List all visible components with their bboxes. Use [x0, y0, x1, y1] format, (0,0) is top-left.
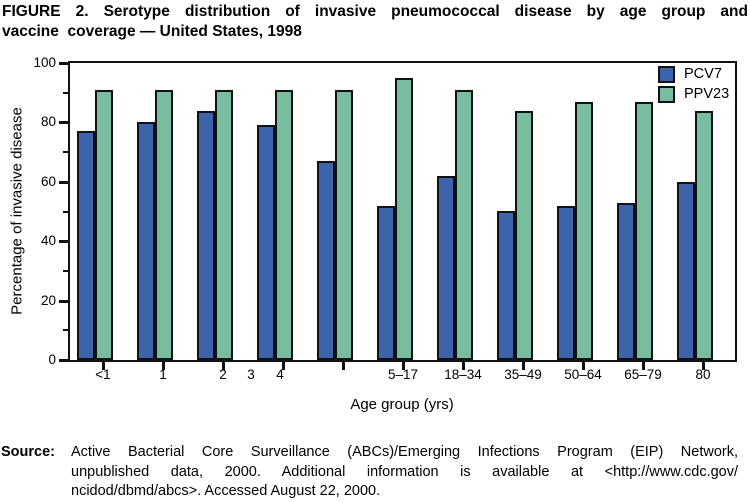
y-tick-major: [59, 300, 68, 303]
ppv23-swatch-icon: [658, 86, 675, 103]
x-tick-label: 18–34: [444, 367, 482, 382]
bar-ppv23-7: [515, 111, 533, 360]
x-tick: [522, 362, 525, 370]
bar-ppv23-6: [455, 90, 473, 360]
legend-item-pcv7: PCV7: [658, 66, 722, 83]
legend-label-ppv23: PPV23: [684, 86, 730, 102]
legend-label-pcv7: PCV7: [684, 66, 722, 82]
y-axis-title: Percentage of invasive disease: [8, 107, 26, 315]
y-tick-major: [59, 181, 68, 184]
y-tick-label: 20: [40, 293, 56, 308]
x-tick-label: 35–49: [504, 367, 542, 382]
bar-pcv7-10: [677, 182, 695, 360]
y-tick-label: 100: [33, 55, 56, 70]
source-note: Source: Active Bacterial Core Surveillan…: [1, 443, 738, 502]
plot-area: [68, 61, 737, 362]
x-tick: [642, 362, 645, 370]
y-tick-label: 0: [48, 352, 56, 367]
figure-title-line1: FIGURE 2. Serotype distribution of invas…: [2, 3, 748, 20]
x-tick: [702, 362, 705, 370]
x-tick-label: <1: [95, 367, 111, 382]
source-line: unpublished data, 2000. Additional infor…: [71, 463, 738, 480]
figure-title-line2: vaccine coverage — United States, 1998: [2, 23, 302, 40]
source-line: Active Bacterial Core Surveillance (ABCs…: [71, 444, 738, 460]
bar-pcv7-3: [257, 125, 275, 360]
y-tick-label: 80: [40, 114, 56, 129]
pcv7-swatch-icon: [658, 66, 675, 83]
x-tick: [222, 362, 225, 370]
bar-pcv7-0: [77, 131, 95, 360]
bar-ppv23-2: [215, 90, 233, 360]
bar-ppv23-10: [695, 111, 713, 360]
bar-ppv23-1: [155, 90, 173, 360]
bar-pcv7-7: [497, 211, 515, 360]
bar-pcv7-8: [557, 206, 575, 360]
x-tick: [102, 362, 105, 370]
y-tick-minor: [63, 329, 68, 331]
x-tick-label: 65–79: [624, 367, 662, 382]
source-line: ncidod/dbmd/abcs>. Accessed August 22, 2…: [71, 483, 381, 499]
bar-ppv23-9: [635, 102, 653, 360]
figure-title: FIGURE 2. Serotype distribution of invas…: [2, 2, 748, 42]
source-text: Active Bacterial Core Surveillance (ABCs…: [71, 443, 738, 502]
x-tick: [282, 362, 285, 370]
bar-ppv23-0: [95, 90, 113, 360]
y-tick-label: 60: [40, 174, 56, 189]
bar-ppv23-8: [575, 102, 593, 360]
y-tick-major: [59, 62, 68, 65]
x-tick: [162, 362, 165, 370]
y-tick-minor: [63, 151, 68, 153]
x-tick-label: 2: [219, 367, 227, 382]
x-tick-label: 5–17: [387, 367, 419, 382]
y-tick-minor: [63, 270, 68, 272]
x-tick: [462, 362, 465, 370]
y-tick-minor: [63, 211, 68, 213]
source-label: Source:: [1, 444, 55, 460]
legend-item-ppv23: PPV23: [658, 86, 729, 103]
x-tick-label: 3: [247, 367, 255, 382]
bar-pcv7-1: [137, 122, 155, 360]
y-tick-minor: [63, 92, 68, 94]
bar-pcv7-6: [437, 176, 455, 360]
bar-pcv7-5: [377, 206, 395, 360]
x-tick-label: 4: [276, 367, 284, 382]
bar-pcv7-2: [197, 111, 215, 360]
bar-ppv23-3: [275, 90, 293, 360]
bar-ppv23-5: [395, 78, 413, 360]
x-tick-label: 1: [159, 367, 167, 382]
y-tick-major: [59, 121, 68, 124]
bar-pcv7-4: [317, 161, 335, 360]
x-tick-label: 80: [695, 367, 711, 382]
x-tick: [342, 362, 345, 370]
y-tick-major: [59, 240, 68, 243]
x-tick-label: 50–64: [564, 367, 602, 382]
y-tick-major: [59, 359, 68, 362]
x-axis-title: Age group (yrs): [350, 396, 454, 413]
x-tick: [402, 362, 405, 370]
y-tick-label: 40: [40, 233, 56, 248]
x-tick: [582, 362, 585, 370]
bar-ppv23-4: [335, 90, 353, 360]
bar-pcv7-9: [617, 203, 635, 360]
